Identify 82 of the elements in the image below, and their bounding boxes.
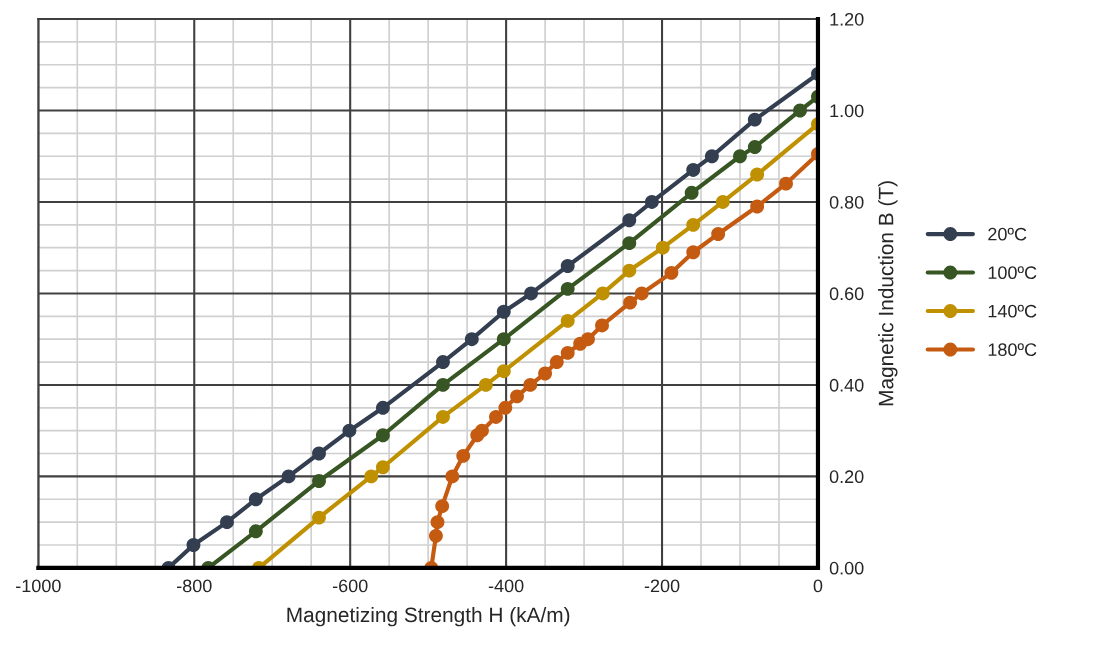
- point: [623, 295, 638, 310]
- point: [375, 428, 390, 443]
- point: [560, 313, 575, 328]
- point: [498, 400, 513, 415]
- point: [664, 265, 679, 280]
- legend-label: 140ºC: [988, 304, 1037, 318]
- point: [750, 199, 765, 214]
- point: [475, 423, 489, 438]
- y-axis-title: Magnetic Induction B (T): [878, 181, 898, 406]
- point: [560, 281, 575, 296]
- point: [496, 364, 511, 379]
- point: [496, 332, 511, 347]
- point: [704, 149, 719, 164]
- legend-label: 100ºC: [988, 266, 1037, 280]
- point: [779, 176, 793, 191]
- point: [750, 167, 765, 182]
- point: [549, 355, 564, 369]
- legend-label: 180ºC: [988, 343, 1037, 357]
- point: [711, 227, 726, 241]
- point: [436, 377, 450, 392]
- point: [248, 492, 263, 507]
- point: [312, 474, 326, 488]
- point: [622, 263, 637, 278]
- x-tick-label: 0: [813, 579, 823, 593]
- point: [375, 400, 390, 415]
- point: [342, 423, 357, 438]
- y-tick-label: 0.80: [829, 195, 864, 209]
- point: [560, 345, 575, 360]
- y-tick-label: 0.40: [829, 378, 864, 392]
- y-tick-label: 0.60: [829, 287, 864, 301]
- point: [436, 355, 450, 369]
- point: [686, 163, 701, 177]
- y-tick-label: 0.00: [829, 561, 864, 575]
- point: [634, 286, 649, 301]
- point: [456, 448, 471, 463]
- point: [747, 140, 762, 155]
- point: [560, 259, 575, 273]
- point: [622, 213, 637, 228]
- legend-label: 20ºC: [988, 227, 1027, 241]
- point: [686, 217, 701, 232]
- y-tick-label: 1.20: [830, 12, 864, 26]
- point: [489, 410, 503, 424]
- point: [747, 112, 762, 127]
- point: [510, 389, 524, 404]
- point: [496, 304, 511, 319]
- point: [733, 149, 747, 164]
- point: [538, 366, 553, 381]
- point: [248, 524, 263, 539]
- x-axis-title: Magnetizing Strength H (kA/m): [287, 606, 570, 627]
- point: [186, 538, 201, 552]
- point: [715, 195, 730, 209]
- x-tick-label: -800: [176, 579, 212, 593]
- point: [429, 528, 443, 543]
- point: [312, 510, 326, 525]
- point: [524, 286, 538, 301]
- x-tick-label: -1000: [16, 579, 61, 593]
- point: [436, 410, 450, 424]
- x-tick-label: -400: [488, 579, 524, 593]
- point: [595, 286, 610, 301]
- point: [375, 460, 390, 475]
- point: [595, 318, 609, 333]
- point: [220, 515, 234, 530]
- point: [655, 240, 670, 255]
- point: [644, 195, 659, 209]
- y-tick-label: 1.00: [830, 104, 864, 118]
- point: [281, 469, 296, 484]
- y-tick-label: 0.20: [829, 470, 864, 484]
- point: [523, 377, 538, 392]
- point: [622, 236, 637, 251]
- point: [478, 377, 493, 392]
- x-tick-label: -600: [332, 579, 368, 593]
- point: [793, 103, 807, 118]
- point: [312, 446, 326, 461]
- point: [581, 332, 595, 347]
- point: [464, 332, 479, 347]
- point: [684, 185, 699, 200]
- point: [364, 469, 379, 484]
- point: [430, 515, 445, 530]
- point: [686, 245, 701, 260]
- point: [435, 499, 450, 514]
- x-tick-label: -200: [644, 579, 680, 593]
- point: [445, 469, 460, 484]
